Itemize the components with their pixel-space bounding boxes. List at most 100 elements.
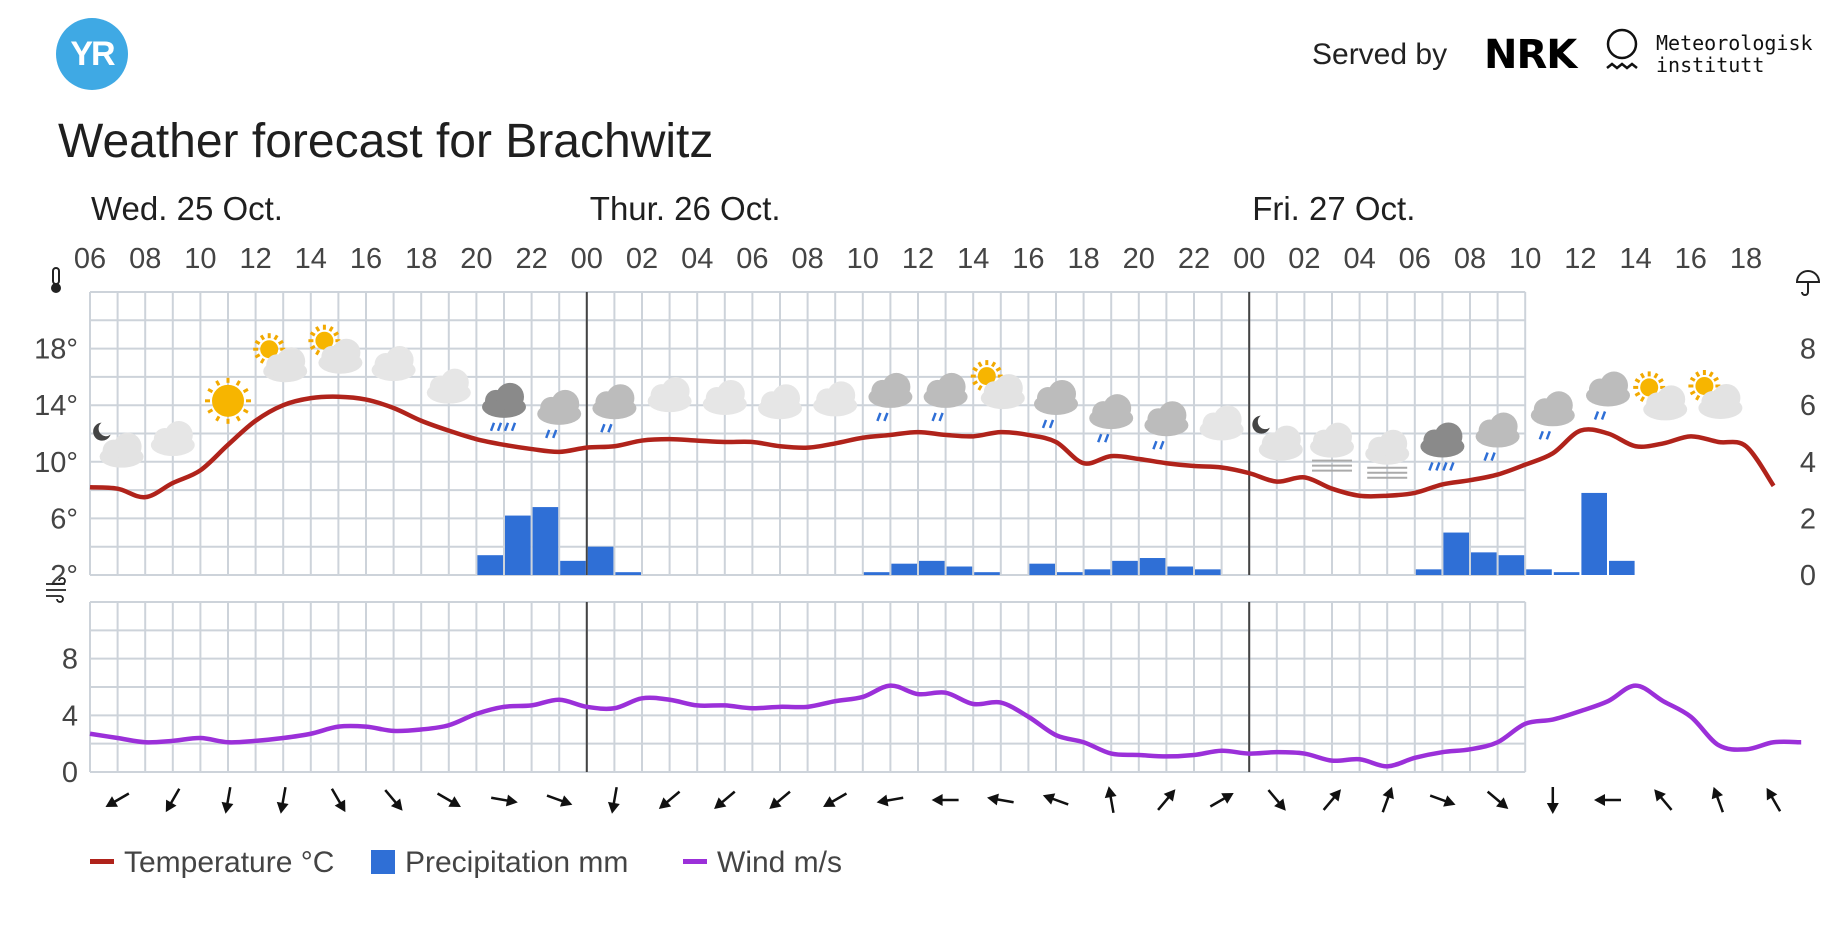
arrow-head (876, 794, 889, 807)
temperature-tick-label: 6° (50, 503, 78, 535)
umbrella-canopy (1795, 270, 1821, 283)
hour-tick-label: 20 (1123, 243, 1155, 275)
wind-direction-arrow (1381, 786, 1394, 813)
precipitation-bar (1581, 492, 1607, 575)
wind-direction-arrow (1042, 793, 1069, 806)
arrow-head (1594, 794, 1605, 806)
sun-ray (315, 326, 321, 332)
legend-item: Precipitation mm (371, 846, 628, 879)
yr-logo[interactable]: YR (56, 18, 128, 90)
met-institute-logo[interactable]: Meteorologisk institutt (1656, 32, 1813, 76)
arrow-head (276, 801, 289, 814)
arrow-head (505, 794, 518, 807)
sun-ray (1634, 378, 1641, 384)
wind-direction-arrow (1267, 789, 1286, 811)
arrow-head (607, 801, 620, 814)
cloudy-icon (150, 421, 195, 457)
wind-line (89, 683, 1802, 769)
rain-drop (552, 429, 558, 439)
arrow-head (1382, 786, 1394, 800)
arrow-head (714, 797, 727, 809)
cloud-part (716, 379, 745, 408)
cloud-part (1272, 425, 1301, 454)
grid (89, 291, 1527, 773)
rain-drop (876, 412, 882, 422)
precipitation-bar (1029, 563, 1055, 575)
rain-drop (931, 412, 937, 422)
light-rain-icon (1089, 394, 1134, 443)
sun-disc (1695, 376, 1714, 395)
precipitation-bar (1526, 569, 1552, 575)
wind-direction-arrow (1209, 793, 1234, 808)
cloud-part (440, 368, 469, 397)
light-rain-icon (1144, 401, 1189, 450)
arrow-head (1104, 786, 1117, 799)
hour-tick-label: 22 (515, 243, 547, 275)
arrow-head (1042, 793, 1056, 805)
wind-direction-arrow (276, 786, 289, 814)
sun-disc (212, 384, 244, 417)
precipitation-bar (1084, 569, 1111, 575)
legend-item: Temperature °C (90, 846, 334, 879)
cloud-part (772, 384, 800, 413)
sun-ray (972, 380, 979, 386)
hour-tick-label: 08 (1454, 243, 1486, 275)
wind-direction-arrow (1157, 789, 1176, 811)
cloud-part (1324, 422, 1352, 451)
wind-tick-label: 0 (62, 757, 78, 789)
sun-ray (333, 331, 340, 337)
sun-ray (328, 326, 334, 332)
precipitation-bar (1553, 572, 1580, 575)
hour-tick-label: 04 (1343, 243, 1375, 275)
arrow-head (1274, 798, 1286, 811)
wind-direction-arrow (769, 790, 791, 809)
precipitation-bar (587, 546, 614, 575)
cloudy-icon (758, 384, 802, 420)
wind-direction-arrow (1594, 794, 1621, 806)
rain-drop (1545, 430, 1551, 440)
rain-drop (600, 423, 606, 433)
cloudy-icon (1199, 405, 1244, 441)
arrow-head (1221, 793, 1234, 804)
nrk-logo[interactable]: NRK (1484, 32, 1577, 78)
hour-tick-label: 22 (1178, 243, 1210, 275)
arrow-head (448, 796, 461, 807)
sun-ray (1689, 376, 1696, 382)
sun-ray (235, 415, 241, 422)
hour-tick-label: 16 (1012, 243, 1044, 275)
cloud-part (937, 372, 966, 401)
wind-direction-arrow (384, 789, 403, 811)
cloud-part (385, 346, 414, 375)
rain-drop (1152, 440, 1158, 450)
sun-ray (977, 384, 983, 391)
wind-direction-arrow (1104, 786, 1117, 814)
wind-direction-arrow (165, 788, 181, 813)
temperature-line (89, 394, 1776, 500)
partly-cloudy-day-icon (308, 324, 363, 374)
rain-drop (607, 423, 613, 433)
wind-direction-arrow (330, 788, 346, 813)
met-line1: Meteorologisk (1656, 31, 1813, 55)
sun-ray (1657, 378, 1664, 384)
precipitation-bar (1167, 566, 1193, 575)
rain-drop (496, 422, 503, 432)
yr-logo-text: YR (70, 34, 115, 73)
hour-tick-label: 00 (1233, 243, 1265, 275)
hour-tick-label: 12 (1564, 243, 1596, 275)
legend-swatch (683, 859, 707, 864)
cloud-part (1657, 385, 1686, 414)
cloudy-icon (647, 377, 692, 413)
light-rain-icon (868, 372, 913, 422)
arrow-head (931, 794, 943, 806)
cloud-part (1048, 379, 1076, 408)
precipitation-bar (863, 572, 890, 575)
sun-ray (1639, 372, 1645, 379)
cloud-part (1489, 412, 1518, 441)
rain-drop (510, 422, 517, 432)
sun-disc (315, 331, 334, 350)
sun-ray (254, 353, 261, 359)
wind-lines (46, 577, 66, 603)
sun-ray (235, 380, 241, 386)
sun-ray (309, 331, 316, 337)
hour-tick-label: 16 (1675, 243, 1707, 275)
